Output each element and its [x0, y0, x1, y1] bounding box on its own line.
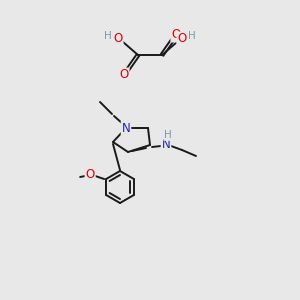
Text: O: O — [85, 169, 95, 182]
Text: H: H — [164, 130, 172, 140]
Text: O: O — [177, 32, 187, 46]
Text: N: N — [122, 122, 130, 134]
Text: O: O — [113, 32, 123, 46]
Text: O: O — [171, 28, 181, 41]
Text: N: N — [162, 137, 170, 151]
Text: O: O — [119, 68, 129, 82]
Text: H: H — [188, 31, 196, 41]
Text: H: H — [104, 31, 112, 41]
